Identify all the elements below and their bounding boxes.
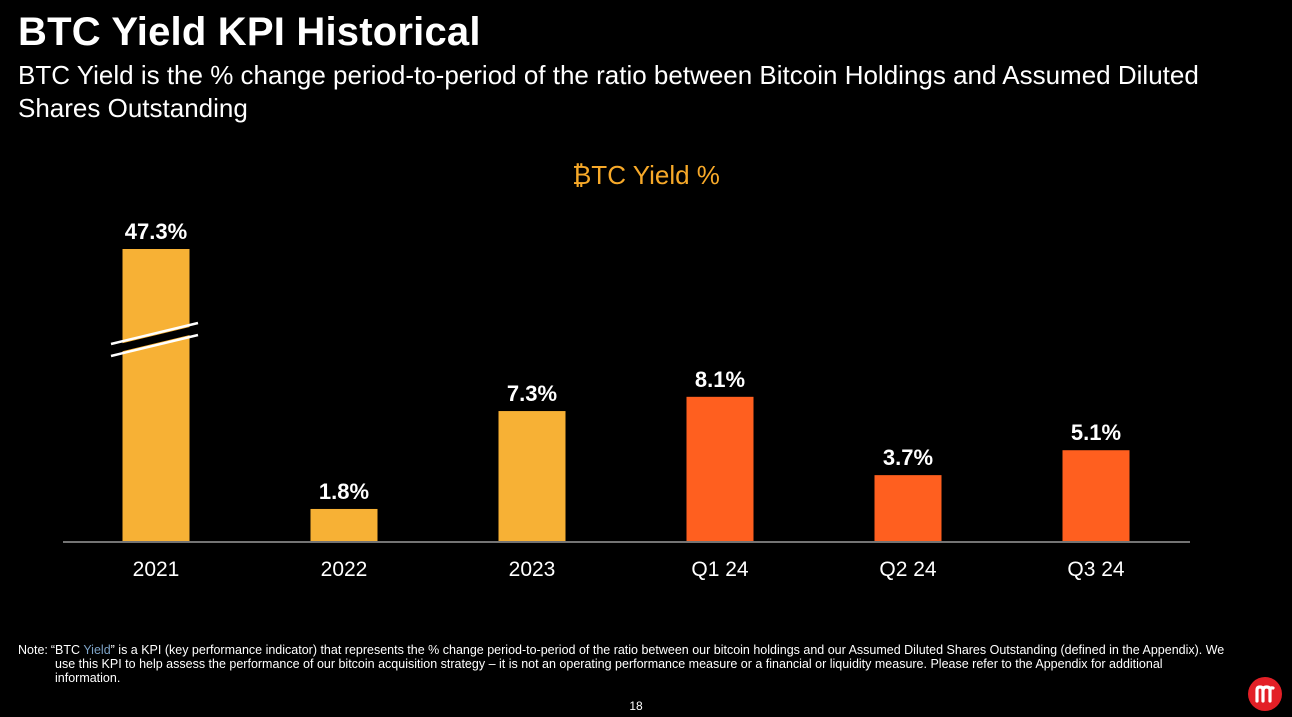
page-title: BTC Yield KPI Historical [18,10,481,54]
x-tick-label-2022: 2022 [321,558,368,581]
bar-2021 [122,249,190,541]
bar-2023 [498,411,566,541]
x-tick-label-q3-24: Q3 24 [1067,558,1125,581]
data-label-q3-24: 5.1% [1071,420,1121,445]
page-subtitle: BTC Yield is the % change period-to-peri… [18,60,1199,123]
footnote-text-end: ” is a KPI (key performance indicator) t… [55,643,1225,685]
logo-mark-icon [1255,685,1275,703]
x-tick-label-q1-24: Q1 24 [691,558,749,581]
footnote-highlight: Yield [83,643,111,657]
axis-break-marker [110,321,199,358]
bar-q2-24 [874,475,942,541]
data-label-2023: 7.3% [507,381,557,406]
x-tick-label-q2-24: Q2 24 [879,558,937,581]
page-number: 18 [629,699,643,713]
x-tick-label-2021: 2021 [133,558,180,581]
data-label-2021: 47.3% [125,219,187,244]
btc-yield-bar-chart: 47.3% 2021 1.8% 2022 7.3% 2023 8.1% Q1 24 3.7% Q2… [63,219,1190,581]
data-label-q2-24: 3.7% [883,445,933,470]
bar-q1-24 [686,396,754,541]
company-logo [1248,677,1282,711]
data-label-q1-24: 8.1% [695,367,745,392]
bar-q3-24 [1062,450,1130,541]
footnote-text-start: “BTC [50,643,84,657]
x-tick-label-2023: 2023 [509,558,556,581]
footnote-label: Note: [18,643,48,657]
chart-title: ₿TC Yield % [572,160,720,190]
bar-2022 [310,508,378,541]
footnote: Note: “BTC Yield” is a KPI (key performan… [18,643,1228,685]
data-label-2022: 1.8% [319,479,369,504]
